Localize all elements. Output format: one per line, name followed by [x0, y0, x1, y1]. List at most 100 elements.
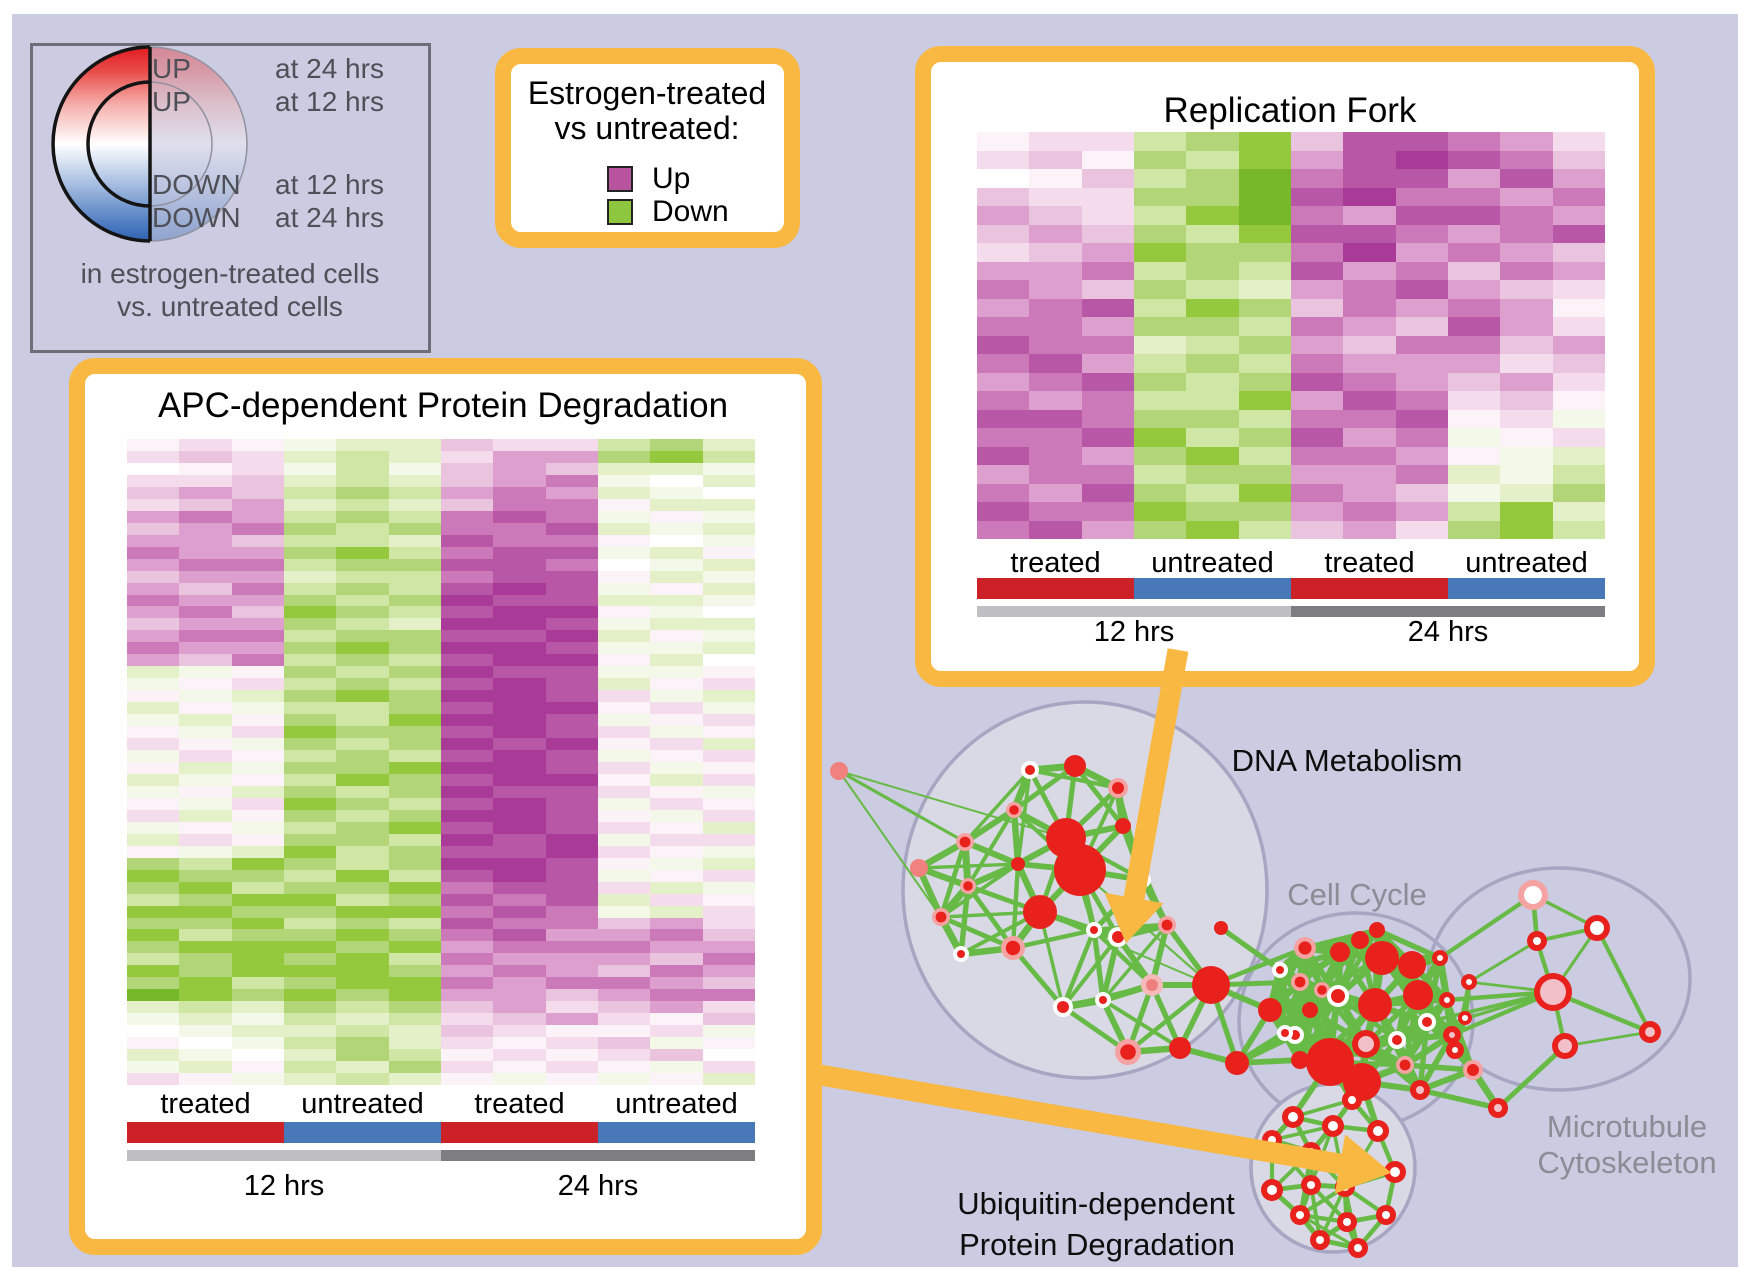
- heatmap-cell: [977, 520, 1030, 539]
- heatmap-cell: [1081, 446, 1134, 465]
- heatmap-cell: [231, 450, 284, 463]
- heatmap-cell: [283, 666, 337, 679]
- heatmap-cell: [1552, 520, 1605, 539]
- gene-node-core: [1392, 1035, 1402, 1045]
- heatmap-cell: [1029, 391, 1082, 410]
- heatmap-cell: [1238, 391, 1291, 410]
- heatmap-cell: [231, 797, 284, 810]
- apc-time-label-12 hrs: 12 hrs: [243, 1170, 325, 1202]
- heatmap-cell: [440, 905, 494, 918]
- heatmap-cell: [545, 534, 598, 547]
- network-edge: [1100, 936, 1121, 1001]
- network-edge: [963, 839, 1020, 867]
- heatmap-cell: [493, 1037, 546, 1050]
- heatmap-cell: [179, 917, 232, 930]
- heatmap-cell: [179, 989, 232, 1002]
- heatmap-cell: [650, 750, 703, 762]
- heatmap-cell: [702, 642, 755, 655]
- heatmap-cell: [388, 1073, 441, 1085]
- heatmap-cell: [597, 1013, 651, 1026]
- heatmap-cell: [597, 678, 651, 691]
- heatmap-cell: [231, 618, 284, 631]
- heatmap-cell: [1029, 483, 1082, 502]
- heatmap-cell: [231, 929, 284, 942]
- heatmap-cell: [336, 522, 389, 535]
- heatmap-cell: [179, 905, 232, 918]
- heatmap-cell: [1395, 298, 1448, 317]
- up-label: Up: [652, 162, 691, 195]
- heatmap-cell: [545, 666, 598, 679]
- key-up12-time: at 12 hrs: [275, 86, 384, 117]
- heatmap-cell: [597, 1001, 651, 1014]
- heatmap-cell: [388, 929, 441, 942]
- heatmap-cell: [388, 594, 441, 607]
- heatmap-cell: [545, 845, 598, 858]
- gene-node-red: [1403, 980, 1433, 1010]
- heatmap-cell: [283, 558, 337, 571]
- heatmap-cell: [336, 845, 389, 858]
- heatmap-cell: [388, 881, 441, 894]
- heatmap-cell: [283, 1073, 337, 1085]
- heatmap-cell: [1395, 224, 1448, 243]
- microtubule-label-line2: Cytoskeleton: [1537, 1145, 1717, 1180]
- heatmap-cell: [440, 714, 494, 727]
- heatmap-cell: [1552, 483, 1605, 502]
- heatmap-cell: [1500, 280, 1553, 299]
- gene-node-core: [1120, 1044, 1136, 1060]
- enrichment-network: [818, 648, 1692, 1258]
- network-edge: [1404, 1062, 1474, 1073]
- heatmap-cell: [440, 726, 494, 739]
- heatmap-cell: [1186, 354, 1239, 373]
- gene-node-core: [1112, 931, 1124, 943]
- heatmap-cell: [283, 462, 337, 475]
- heatmap-cell: [440, 666, 494, 679]
- heatmap-cell: [179, 785, 232, 798]
- heatmap-cell: [179, 534, 232, 547]
- heatmap-cell: [336, 1025, 389, 1038]
- apc-group-label-untreated: untreated: [301, 1088, 424, 1120]
- heatmap-cell: [1395, 354, 1448, 373]
- heatmap-cell: [231, 510, 284, 523]
- heatmap-cell: [545, 618, 598, 631]
- heatmap-cell: [440, 522, 494, 535]
- heatmap-cell: [1238, 409, 1291, 428]
- heatmap-cell: [283, 1001, 337, 1014]
- heatmap-cell: [283, 714, 337, 727]
- heatmap-cell: [179, 642, 232, 655]
- heatmap-cell: [388, 1061, 441, 1074]
- heatmap-cell: [1395, 446, 1448, 465]
- heatmap-cell: [336, 785, 389, 798]
- heatmap-cell: [597, 953, 651, 966]
- down-color-swatch: [607, 199, 633, 225]
- heatmap-cell: [493, 534, 546, 547]
- heatmap-cell: [493, 439, 546, 451]
- heatmap-cell: [231, 582, 284, 595]
- heatmap-cell: [388, 965, 441, 978]
- heatmap-cell: [1447, 150, 1501, 169]
- heatmap-cell: [231, 1073, 284, 1085]
- heatmap-cell: [1552, 132, 1605, 151]
- network-edge: [1424, 957, 1443, 1023]
- heatmap-cell: [231, 726, 284, 739]
- heatmap-cell: [597, 917, 651, 930]
- heatmap-cell: [597, 582, 651, 595]
- network-edge: [1417, 1021, 1430, 1091]
- gene-node-core: [1422, 1017, 1432, 1027]
- heatmap-cell: [545, 750, 598, 762]
- heatmap-cell: [650, 1001, 703, 1014]
- heatmap-cell: [545, 690, 598, 703]
- heatmap-cell: [1500, 261, 1553, 280]
- heatmap-cell: [440, 1061, 494, 1074]
- heatmap-cell: [1186, 187, 1239, 206]
- heatmap-cell: [1500, 502, 1553, 521]
- heatmap-cell: [702, 618, 755, 631]
- heatmap-cell: [1500, 169, 1553, 188]
- heatmap-cell: [650, 570, 703, 583]
- heatmap-cell: [440, 953, 494, 966]
- heatmap-cell: [493, 678, 546, 691]
- heatmap-cell: [1133, 224, 1187, 243]
- rf-time-label-12 hrs: 12 hrs: [1093, 616, 1175, 648]
- heatmap-cell: [1133, 150, 1187, 169]
- gene-node-hole: [1296, 1211, 1304, 1219]
- heatmap-cell: [283, 1025, 337, 1038]
